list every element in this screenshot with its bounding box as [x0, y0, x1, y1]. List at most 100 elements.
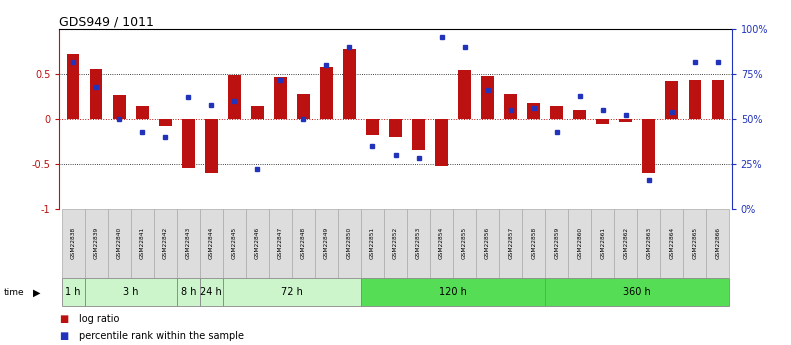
Text: GSM22847: GSM22847	[278, 227, 283, 259]
Bar	[361, 209, 384, 278]
Bar	[108, 209, 131, 278]
Bar	[62, 209, 85, 278]
Bar	[458, 70, 471, 119]
Text: GSM22861: GSM22861	[600, 227, 605, 259]
Text: GSM22844: GSM22844	[209, 227, 214, 259]
Bar	[435, 119, 448, 166]
Bar	[62, 278, 85, 306]
Bar	[159, 119, 172, 126]
Bar	[568, 209, 591, 278]
Bar	[407, 209, 430, 278]
Text: GSM22846: GSM22846	[255, 227, 260, 259]
Bar	[453, 209, 476, 278]
Text: GSM22848: GSM22848	[301, 227, 306, 259]
Text: GSM22841: GSM22841	[140, 227, 145, 259]
Bar	[85, 209, 108, 278]
Bar	[246, 209, 269, 278]
Bar	[361, 278, 545, 306]
Text: 8 h: 8 h	[180, 287, 196, 297]
Text: percentile rank within the sample: percentile rank within the sample	[79, 332, 244, 341]
Text: GSM22860: GSM22860	[577, 227, 582, 259]
Bar	[366, 119, 379, 135]
Text: GSM22838: GSM22838	[70, 227, 76, 259]
Text: GSM22866: GSM22866	[715, 227, 721, 259]
Bar	[551, 106, 563, 119]
Text: GSM22865: GSM22865	[692, 227, 698, 259]
Bar	[688, 80, 701, 119]
Bar	[638, 209, 660, 278]
Bar	[153, 209, 176, 278]
Bar	[223, 209, 246, 278]
Text: GSM22862: GSM22862	[623, 227, 628, 259]
Text: ■: ■	[59, 314, 69, 324]
Bar	[200, 278, 223, 306]
Bar	[320, 67, 333, 119]
Text: ▶: ▶	[33, 287, 40, 297]
Text: GSM22842: GSM22842	[163, 227, 168, 259]
Bar	[522, 209, 545, 278]
Bar	[205, 119, 218, 173]
Bar	[619, 119, 632, 122]
Text: GSM22863: GSM22863	[646, 227, 651, 259]
Bar	[90, 69, 103, 119]
Text: GSM22853: GSM22853	[416, 227, 421, 259]
Text: 120 h: 120 h	[439, 287, 467, 297]
Text: GDS949 / 1011: GDS949 / 1011	[59, 15, 154, 28]
Bar	[223, 278, 361, 306]
Bar	[338, 209, 361, 278]
Bar	[384, 209, 407, 278]
Bar	[131, 209, 153, 278]
Text: GSM22856: GSM22856	[485, 227, 490, 259]
Bar	[615, 209, 638, 278]
Bar	[389, 119, 402, 137]
Bar	[412, 119, 425, 150]
Bar	[136, 106, 149, 119]
Text: 360 h: 360 h	[623, 287, 651, 297]
Text: 72 h: 72 h	[281, 287, 303, 297]
Bar	[66, 55, 79, 119]
Text: GSM22840: GSM22840	[117, 227, 122, 259]
Bar	[706, 209, 729, 278]
Bar	[182, 119, 195, 168]
Bar	[297, 94, 310, 119]
Bar	[573, 110, 586, 119]
Text: GSM22843: GSM22843	[186, 227, 191, 259]
Text: GSM22855: GSM22855	[462, 227, 467, 259]
Text: GSM22849: GSM22849	[324, 227, 329, 259]
Bar	[200, 209, 223, 278]
Text: GSM22851: GSM22851	[370, 227, 375, 259]
Bar	[292, 209, 315, 278]
Text: ■: ■	[59, 332, 69, 341]
Text: GSM22857: GSM22857	[508, 227, 513, 259]
Text: GSM22858: GSM22858	[531, 227, 536, 259]
Bar	[113, 95, 126, 119]
Bar	[228, 75, 240, 119]
Text: GSM22845: GSM22845	[232, 227, 237, 259]
Bar	[430, 209, 453, 278]
Bar	[545, 209, 568, 278]
Bar	[545, 278, 729, 306]
Bar	[712, 80, 725, 119]
Bar	[665, 81, 678, 119]
Bar	[642, 119, 655, 173]
Bar	[176, 209, 200, 278]
Bar	[683, 209, 706, 278]
Bar	[274, 77, 286, 119]
Text: GSM22854: GSM22854	[439, 227, 444, 259]
Text: log ratio: log ratio	[79, 314, 119, 324]
Text: GSM22864: GSM22864	[669, 227, 674, 259]
Bar	[499, 209, 522, 278]
Bar	[505, 94, 517, 119]
Bar	[176, 278, 200, 306]
Text: 24 h: 24 h	[200, 287, 222, 297]
Text: GSM22852: GSM22852	[393, 227, 398, 259]
Bar	[343, 49, 356, 119]
Bar	[660, 209, 683, 278]
Bar	[591, 209, 615, 278]
Text: GSM22839: GSM22839	[93, 227, 99, 259]
Bar	[315, 209, 338, 278]
Bar	[251, 106, 263, 119]
Text: time: time	[4, 288, 25, 297]
Bar	[85, 278, 176, 306]
Bar	[596, 119, 609, 124]
